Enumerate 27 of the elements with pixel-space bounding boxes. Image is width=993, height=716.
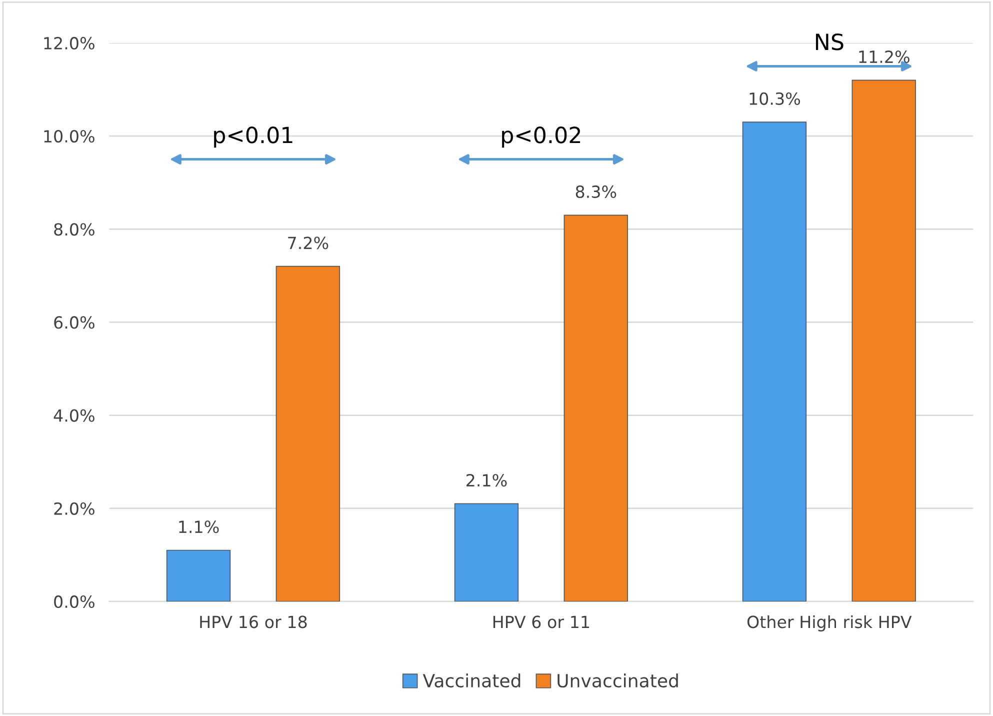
data-label: 11.2% xyxy=(859,50,910,64)
x-tick-label: HPV 16 or 18 xyxy=(200,616,307,628)
bar xyxy=(742,122,807,602)
y-tick-label: 6.0% xyxy=(54,316,94,329)
y-tick-label: 8.0% xyxy=(54,223,94,236)
legend-label: Vaccinated xyxy=(422,674,520,688)
bar xyxy=(852,80,916,602)
x-tick-label: Other High risk HPV xyxy=(747,615,912,632)
annotation: NS xyxy=(816,33,844,50)
x-tick-label: HPV 6 or 11 xyxy=(493,616,590,628)
data-label: 10.3% xyxy=(750,92,800,105)
bar xyxy=(276,266,340,602)
y-tick-label: 12.0% xyxy=(44,36,94,50)
y-tick-label: 2.0% xyxy=(54,502,94,515)
legend-label: Unvaccinated xyxy=(558,674,678,688)
data-label: 7.2% xyxy=(288,236,328,250)
bar xyxy=(166,550,231,602)
data-label: 1.1% xyxy=(179,520,219,534)
bar xyxy=(454,503,519,602)
annotation: p<0.02 xyxy=(502,126,580,148)
y-tick-label: 10.0% xyxy=(44,130,94,143)
data-label: 8.3% xyxy=(576,185,616,198)
data-label: 2.1% xyxy=(466,474,507,487)
y-tick-label: 4.0% xyxy=(54,409,94,422)
annotation: p<0.01 xyxy=(214,126,292,148)
bar xyxy=(564,214,628,602)
y-tick-label: 0.0% xyxy=(54,595,94,608)
